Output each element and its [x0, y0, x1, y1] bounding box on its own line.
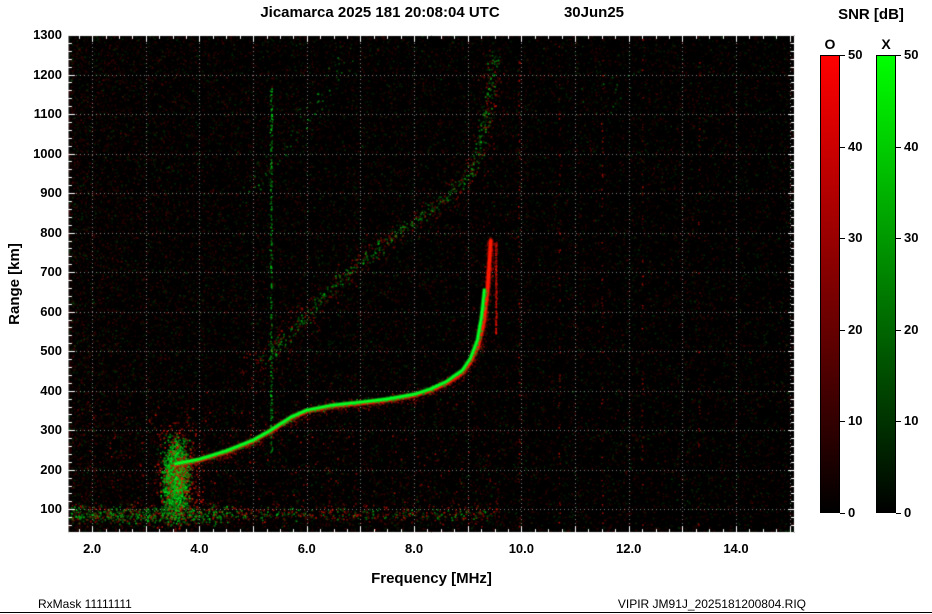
colorbar-tick-label: 40 [848, 138, 863, 154]
colorbar-tick-label: 0 [848, 505, 856, 520]
x-tick-label: 4.0 [190, 541, 209, 556]
colorbar-tick-mark [896, 146, 901, 148]
colorbar-tick-mark [840, 421, 845, 423]
colorbar-tick-mark [896, 421, 901, 423]
plot-date: 30Jun25 [563, 4, 625, 21]
colorbar-o-gradient [820, 55, 840, 513]
y-tick-label: 700 [40, 264, 62, 280]
colorbar-tick-mark [896, 55, 901, 56]
y-tick-label: 500 [40, 343, 62, 359]
y-tick-label: 600 [40, 303, 62, 319]
y-tick-label: 400 [40, 382, 62, 398]
colorbar-tick-label: 50 [904, 47, 919, 62]
rxmask-label: RxMask 11111111 [38, 597, 132, 611]
x-tick-label: 14.0 [723, 541, 749, 556]
colorbar-tick-label: 30 [904, 230, 919, 246]
colorbar-tick-mark [840, 513, 845, 514]
colorbar-tick-mark [840, 55, 845, 56]
colorbar-o-mode-label: O [824, 36, 836, 52]
x-tick-label: 8.0 [405, 541, 424, 556]
y-tick-label: 300 [40, 422, 62, 438]
colorbar-tick-label: 50 [848, 47, 863, 62]
colorbar-x-mode-label: X [881, 36, 891, 52]
colorbar-tick-label: 0 [904, 505, 912, 520]
colorbar-tick-mark [896, 238, 901, 240]
colorbar-x-gradient [876, 55, 896, 513]
colorbar-title: SNR [dB] [838, 6, 904, 23]
y-tick-label: 1300 [33, 27, 62, 42]
colorbar-tick-mark [896, 329, 901, 331]
y-tick-label: 1000 [33, 145, 62, 161]
colorbar-tick-mark [840, 146, 845, 148]
colorbar-tick-label: 10 [904, 413, 919, 429]
y-tick-label: 1200 [33, 66, 62, 82]
x-tick-label: 12.0 [616, 541, 642, 556]
colorbar-tick-label: 30 [848, 230, 863, 246]
plot-title: Jicamarca 2025 181 20:08:04 UTC [260, 4, 500, 21]
source-file-label: VIPIR JM91J_2025181200804.RIQ [617, 597, 806, 611]
colorbar-tick-mark [840, 329, 845, 331]
x-tick-label: 2.0 [83, 541, 102, 556]
colorbar-tick-label: 40 [904, 138, 919, 154]
colorbar-tick-label: 20 [848, 321, 863, 337]
colorbar-tick-mark [840, 238, 845, 240]
colorbar-tick-label: 10 [848, 413, 863, 429]
colorbar-tick-label: 20 [904, 321, 919, 337]
y-tick-label: 1100 [33, 106, 62, 122]
y-tick-label: 800 [40, 224, 62, 240]
x-axis-title: Frequency [MHz] [371, 570, 492, 587]
bottom-rule [0, 612, 932, 613]
ionogram-canvas [68, 35, 795, 533]
y-tick-label: 900 [40, 185, 62, 201]
y-tick-label: 100 [40, 501, 62, 517]
colorbar-tick-mark [896, 513, 901, 514]
x-tick-label: 10.0 [508, 541, 535, 556]
y-tick-label: 200 [40, 461, 62, 477]
x-tick-label: 6.0 [297, 541, 316, 556]
